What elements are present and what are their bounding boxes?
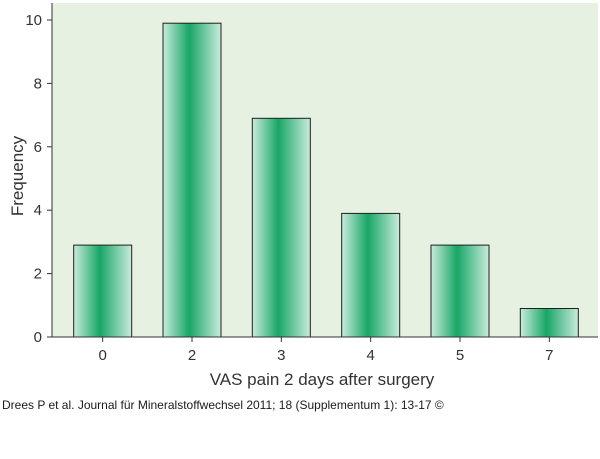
- y-tick-label: 6: [34, 139, 42, 156]
- y-tick-label: 4: [34, 202, 42, 219]
- x-tick-label: 5: [456, 347, 464, 364]
- x-tick-label: 7: [545, 347, 553, 364]
- x-tick-label: 2: [188, 347, 196, 364]
- plot-area: [52, 3, 598, 337]
- x-tick-label: 4: [366, 347, 374, 364]
- x-tick-label: 3: [277, 347, 285, 364]
- bar-7: [519, 308, 579, 338]
- bar-0: [73, 244, 133, 338]
- y-tick-label: 8: [34, 75, 42, 92]
- bar-4: [341, 212, 401, 338]
- citation-text: Drees P et al. Journal für Mineralstoffw…: [2, 398, 444, 412]
- y-tick-label: 10: [25, 12, 42, 29]
- y-tick-label: 0: [34, 329, 42, 346]
- x-axis-title: VAS pain 2 days after surgery: [210, 370, 435, 389]
- bar-5: [430, 244, 490, 338]
- x-tick-label: 0: [98, 347, 106, 364]
- bar-2: [162, 22, 222, 338]
- y-tick-label: 2: [34, 266, 42, 283]
- bar-3: [251, 117, 311, 338]
- y-axis-title: Frequency: [8, 135, 27, 216]
